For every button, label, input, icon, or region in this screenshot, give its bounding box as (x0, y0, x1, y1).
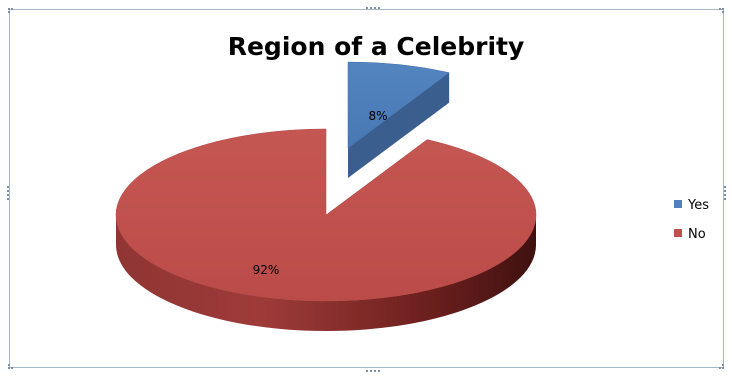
resize-handle-corner-tr[interactable] (719, 8, 724, 13)
slice-yes-cut-face (348, 72, 450, 178)
slice-no-side (116, 215, 536, 331)
legend-item-yes[interactable]: Yes (674, 198, 709, 213)
resize-handle-corner-br[interactable] (719, 364, 724, 369)
chart-frame-border (9, 9, 724, 368)
data-label-no: 92% (253, 263, 280, 277)
data-label-yes: 8% (368, 109, 387, 123)
resize-handle-left[interactable] (7, 186, 9, 200)
legend-label-no: No (688, 227, 706, 242)
resize-handle-right[interactable] (724, 186, 726, 200)
legend-swatch-yes (674, 200, 682, 208)
resize-handle-corner-tl[interactable] (8, 8, 13, 13)
slice-no (115, 128, 537, 302)
resize-handle-corner-bl[interactable] (8, 364, 13, 369)
resize-handle-bottom[interactable] (366, 370, 380, 372)
legend-swatch-no (674, 229, 682, 237)
slice-yes (347, 61, 450, 149)
legend-label-yes: Yes (687, 198, 709, 213)
legend-item-no[interactable]: No (674, 227, 706, 242)
chart-title: Region of a Celebrity (228, 32, 525, 61)
legend: Yes No (674, 198, 709, 242)
pie-slices (115, 61, 537, 331)
resize-handle-top[interactable] (366, 7, 380, 9)
